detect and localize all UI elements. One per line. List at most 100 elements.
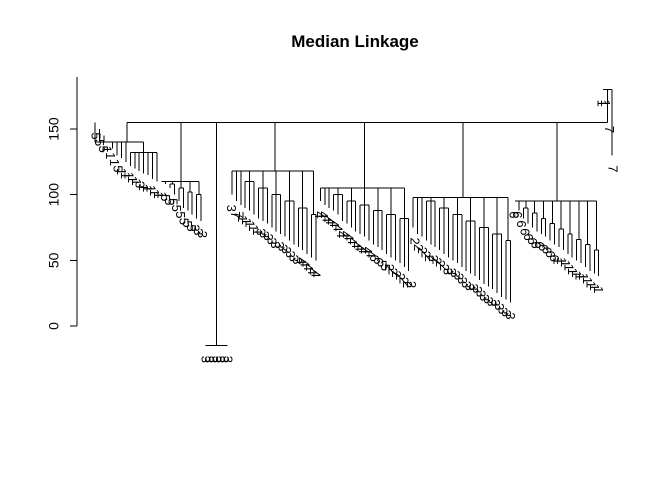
leaf-label: 1	[573, 273, 588, 280]
leaf-label: 2	[430, 257, 445, 264]
leaf-label: 1	[118, 172, 133, 179]
leaf-label: 1	[107, 159, 122, 166]
leaf-label: 6	[518, 228, 533, 235]
leaf-label: 2	[433, 260, 448, 267]
leaf-label: 5	[96, 146, 111, 153]
leaf-label: 1	[114, 168, 129, 175]
leaf-label: 2	[426, 255, 441, 262]
leaf-label: 4	[349, 241, 364, 248]
leaf-label: 5	[158, 194, 173, 201]
leaf-label: 5	[111, 165, 126, 172]
leaf-label: 3	[224, 205, 239, 212]
leaf-label: 3	[283, 251, 298, 258]
leaf-label: 6	[536, 244, 551, 251]
leaf-label: 5	[92, 139, 107, 146]
y-tick-label: 50	[46, 252, 62, 268]
chart-title: Median Linkage	[291, 32, 419, 51]
leaf-label: 7	[228, 211, 243, 218]
leaf-label: 4	[323, 218, 338, 225]
leaf-label: 4	[360, 247, 375, 254]
leaf-label: 4	[338, 231, 353, 238]
leaf-label: 5	[177, 218, 192, 225]
leaf-label: 6	[543, 251, 558, 258]
leaf-label: 1	[569, 270, 584, 277]
leaf-label: 3	[272, 241, 287, 248]
leaf-label: 5	[180, 220, 195, 227]
leaf-label: 2	[400, 281, 415, 288]
leaf-label: 1	[587, 283, 602, 290]
leaf-label: 4	[345, 238, 360, 245]
leaf-label: 1	[565, 268, 580, 275]
leaf-label: 3	[463, 283, 478, 290]
leaf-label: 1	[250, 228, 265, 235]
leaf-label: 3	[470, 286, 485, 293]
leaf-label: 1	[103, 152, 118, 159]
leaf-label: 5	[162, 198, 177, 205]
y-tick-label: 0	[46, 322, 62, 330]
leaf-label: 3	[265, 238, 280, 245]
leaf-label: 3	[488, 299, 503, 306]
leaf-label: 4	[356, 247, 371, 254]
leaf-label: 3	[199, 356, 214, 363]
leaf-label: 6	[529, 241, 544, 248]
leaf-label: 3	[290, 257, 305, 264]
leaf-label: 2	[419, 251, 434, 258]
leaf-label: 6	[510, 211, 525, 218]
leaf-label: 3	[133, 181, 148, 188]
leaf-label: 4	[294, 257, 309, 264]
leaf-label: 2	[393, 273, 408, 280]
leaf-label: 1	[144, 185, 159, 192]
leaf-label: 6	[507, 211, 522, 218]
leaf-label: 3	[188, 224, 203, 231]
leaf-label: 3	[448, 270, 463, 277]
leaf-label: 6	[547, 255, 562, 262]
leaf-label: 6	[371, 257, 386, 264]
leaf-label: 2	[389, 270, 404, 277]
leaf-labels: 5551115111113111111555555553333333333377…	[89, 100, 621, 363]
leaf-label: 5	[378, 264, 393, 271]
leaf-label: 1	[562, 264, 577, 271]
leaf-label: 1	[580, 277, 595, 284]
leaf-label: 4	[334, 231, 349, 238]
leaf-label: 6	[532, 241, 547, 248]
leaf-label: 7	[602, 126, 617, 133]
leaf-label: 3	[257, 231, 272, 238]
leaf-label: 1	[558, 260, 573, 267]
leaf-label: 4	[312, 211, 327, 218]
leaf-label: 3	[492, 303, 507, 310]
leaf-label: 1	[147, 189, 162, 196]
leaf-label: 3	[474, 290, 489, 297]
leaf-label: 1	[100, 146, 115, 153]
leaf-label: 6	[514, 220, 529, 227]
leaf-label: 3	[206, 356, 221, 363]
leaf-label: 4	[353, 244, 368, 251]
leaf-label: 3	[459, 281, 474, 288]
leaf-label: 3	[279, 247, 294, 254]
leaf-label: 6	[521, 234, 536, 241]
leaf-label: 7	[232, 211, 247, 218]
leaf-label: 3	[202, 356, 217, 363]
leaf-label: 1	[598, 100, 613, 107]
leaf-label: 5	[184, 224, 199, 231]
leaf-label: 5	[89, 132, 104, 139]
leaf-label: 2	[397, 277, 412, 284]
leaf-label: 3	[221, 356, 236, 363]
leaf-label: 1	[243, 220, 258, 227]
leaf-label: 3	[466, 283, 481, 290]
leaf-label: 4	[305, 268, 320, 275]
leaf-label: 3	[254, 228, 269, 235]
leaf-label: 1	[129, 178, 144, 185]
leaf-label: 3	[276, 244, 291, 251]
leaf-label: 1	[122, 172, 137, 179]
leaf-label: 7	[606, 165, 621, 172]
leaf-label: 2	[422, 255, 437, 262]
leaf-label: 5	[173, 211, 188, 218]
leaf-label: 4	[309, 270, 324, 277]
leaf-label: 2	[408, 238, 423, 245]
leaf-label: 3	[287, 255, 302, 262]
leaf-label: 4	[364, 251, 379, 258]
leaf-label: 4	[298, 260, 313, 267]
leaf-label: 3	[455, 277, 470, 284]
leaf-label: 3	[268, 241, 283, 248]
